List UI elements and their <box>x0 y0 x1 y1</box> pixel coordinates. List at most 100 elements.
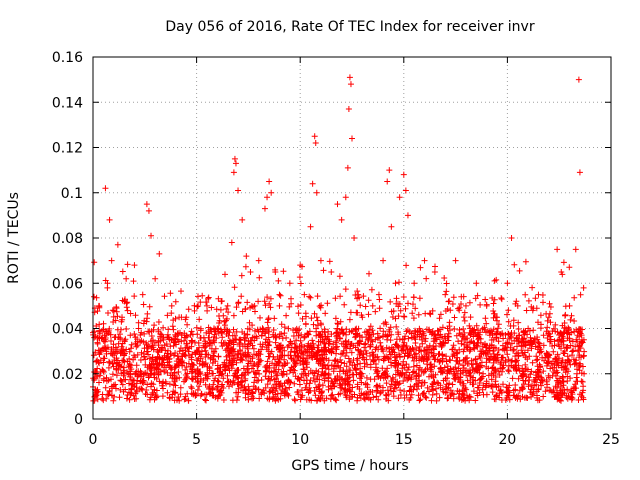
data-point <box>104 280 111 287</box>
data-point <box>152 275 159 282</box>
data-point <box>251 302 258 309</box>
data-point <box>581 370 588 377</box>
data-point <box>272 268 279 275</box>
data-point <box>235 187 242 194</box>
data-point <box>494 314 501 321</box>
data-point <box>243 253 250 260</box>
data-point <box>309 180 316 187</box>
data-point <box>411 280 418 287</box>
data-point <box>261 205 268 212</box>
y-tick-label: 0.02 <box>52 367 83 383</box>
data-point <box>313 189 320 196</box>
x-axis-label: GPS time / hours <box>291 458 408 474</box>
data-point <box>338 216 345 223</box>
data-point <box>473 280 480 287</box>
data-point <box>214 325 221 332</box>
data-point <box>402 187 409 194</box>
data-point <box>172 375 179 382</box>
data-point <box>127 370 134 377</box>
tick-labels: 0 5 10 15 20 25 0 0.02 0.04 0.06 0.08 0.1 0.12 0.14 0.… <box>52 50 620 448</box>
data-point <box>576 169 583 176</box>
data-point <box>396 194 403 201</box>
data-point <box>514 302 521 309</box>
data-point <box>344 164 351 171</box>
data-point <box>139 291 146 298</box>
data-point <box>328 268 335 275</box>
data-point <box>148 232 155 239</box>
data-point <box>347 81 354 88</box>
data-point <box>575 76 582 83</box>
data-point <box>342 194 349 201</box>
data-point <box>334 201 341 208</box>
y-tick-label: 0.1 <box>61 186 83 202</box>
data-point <box>442 291 449 298</box>
x-tick-label: 10 <box>291 432 309 448</box>
y-tick-label: 0.12 <box>52 141 83 157</box>
y-tick-label: 0.04 <box>52 322 83 338</box>
y-tick-label: 0.08 <box>52 231 83 247</box>
data-point <box>504 280 511 287</box>
data-point <box>404 212 411 219</box>
dense-scatter-band <box>90 258 588 404</box>
data-point <box>183 314 190 321</box>
data-point <box>301 291 308 298</box>
data-point <box>317 257 324 264</box>
data-point <box>566 302 573 309</box>
data-point <box>380 257 387 264</box>
data-point <box>535 291 542 298</box>
data-point <box>231 155 238 162</box>
data-point <box>123 275 130 282</box>
data-markers <box>92 74 588 393</box>
data-point <box>483 302 490 309</box>
data-point <box>100 359 107 366</box>
data-point <box>168 302 175 309</box>
y-tick-label: 0.06 <box>52 276 83 292</box>
data-point <box>345 106 352 113</box>
data-point <box>114 241 121 248</box>
data-point <box>508 235 515 241</box>
dense-markers <box>90 258 588 404</box>
data-point <box>462 302 469 309</box>
data-point <box>384 178 391 185</box>
data-point <box>388 223 395 230</box>
x-tick-label: 15 <box>395 432 413 448</box>
data-point <box>392 280 399 287</box>
y-tick-label: 0.14 <box>52 95 83 111</box>
data-point <box>164 359 171 366</box>
data-point <box>224 302 231 309</box>
data-point <box>110 348 117 355</box>
data-point <box>421 257 428 264</box>
data-point <box>307 223 314 230</box>
x-tick-label: 0 <box>89 432 98 448</box>
data-point <box>268 189 275 196</box>
x-tick-label: 25 <box>602 432 620 448</box>
data-point <box>131 262 138 269</box>
x-tick-label: 20 <box>498 432 516 448</box>
data-point <box>232 160 239 167</box>
data-point <box>239 216 246 223</box>
data-point <box>203 302 210 309</box>
data-point <box>247 268 254 275</box>
y-tick-label: 0.16 <box>52 50 83 66</box>
data-point <box>431 268 438 275</box>
data-point <box>156 250 163 257</box>
data-point <box>276 302 283 309</box>
data-point <box>193 348 200 355</box>
data-point <box>346 74 353 81</box>
x-tick-label: 5 <box>192 432 201 448</box>
data-point <box>386 167 393 174</box>
data-point <box>145 207 152 214</box>
data-point <box>286 280 293 287</box>
data-point <box>359 314 366 321</box>
data-point <box>572 246 579 253</box>
data-point <box>108 257 115 264</box>
data-point <box>160 336 167 343</box>
data-point <box>230 169 237 176</box>
data-point <box>255 257 262 264</box>
data-point <box>554 246 561 253</box>
data-point <box>143 201 150 208</box>
data-point <box>106 216 113 223</box>
data-point <box>264 194 271 201</box>
axis-ticks <box>92 56 612 420</box>
